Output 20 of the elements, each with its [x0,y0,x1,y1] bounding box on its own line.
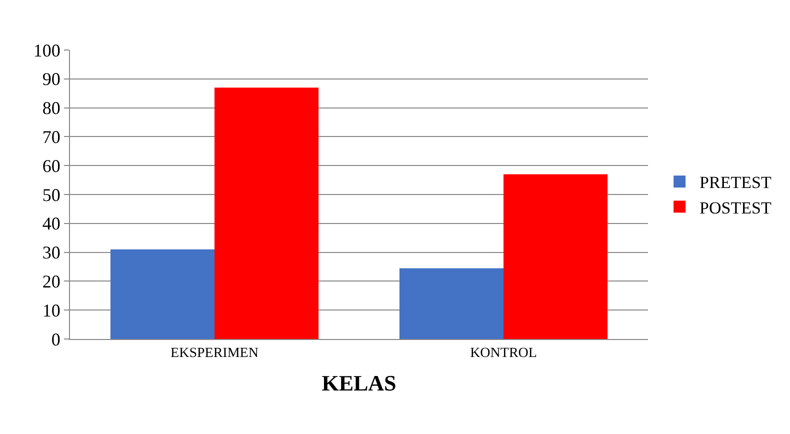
y-tick-label: 20 [42,272,60,292]
bar [214,88,319,339]
legend-label: PRETEST [700,173,772,192]
y-tick-label: 80 [42,98,60,118]
x-axis-title: KELAS [322,370,396,396]
y-tick-label: 0 [51,329,60,350]
bar [504,174,608,339]
y-tick-label: 60 [42,156,60,176]
y-tick-label: 10 [42,300,60,320]
y-tick-label: 70 [42,127,60,147]
bar [399,268,504,339]
y-tick-label: 100 [33,40,60,60]
legend-label: POSTEST [700,198,772,218]
bar [110,249,214,339]
x-tick-label: KONTROL [470,346,537,361]
x-tick-label: EKSPERIMEN [170,346,258,361]
y-tick-label: 40 [42,214,60,234]
y-tick-label: 90 [42,69,60,90]
y-tick-label: 50 [42,184,60,205]
y-tick-label: 30 [42,242,60,263]
